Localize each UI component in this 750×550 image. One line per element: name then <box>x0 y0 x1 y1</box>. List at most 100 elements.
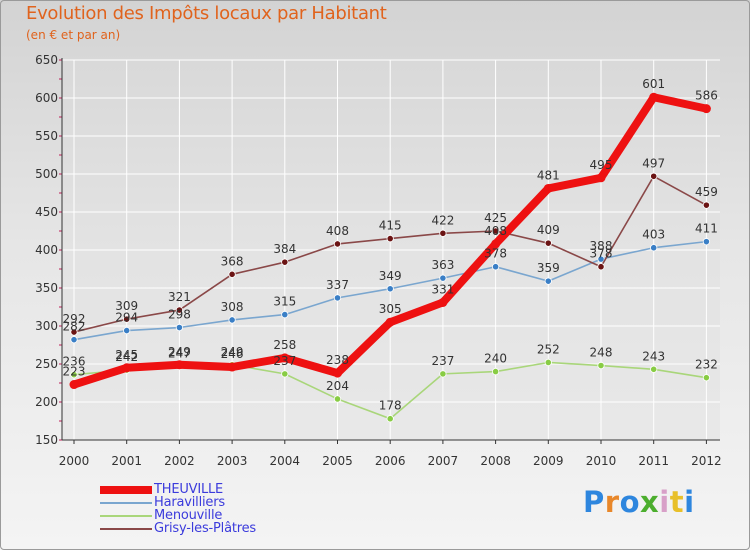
data-point-haravilliers <box>439 274 447 282</box>
data-point-theuville <box>280 353 290 363</box>
data-label-theuville: 258 <box>273 338 296 352</box>
logo-letter: o <box>619 485 641 519</box>
data-label-menouville: 204 <box>326 379 349 393</box>
data-point-menouville <box>650 365 658 373</box>
data-point-menouville <box>386 415 394 423</box>
data-label-grisy-les-pl-tres: 292 <box>63 312 86 326</box>
y-tick-label: 550 <box>35 129 58 143</box>
data-point-haravilliers <box>333 294 342 302</box>
data-label-menouville: 243 <box>642 349 665 363</box>
data-label-haravilliers: 294 <box>115 311 138 325</box>
y-tick-label: 450 <box>35 205 58 219</box>
data-label-theuville: 408 <box>484 224 507 238</box>
y-tick-label: 150 <box>35 433 58 447</box>
data-point-theuville <box>596 173 606 183</box>
x-tick-label: 2011 <box>638 454 669 468</box>
chart-title: Evolution des Impôts locaux par Habitant <box>26 3 387 24</box>
data-label-menouville: 237 <box>431 354 454 368</box>
data-label-haravilliers: 282 <box>63 320 86 334</box>
data-label-menouville: 249 <box>221 345 244 359</box>
data-point-haravilliers <box>386 285 394 293</box>
x-tick-label: 2007 <box>428 454 459 468</box>
legend-label: Grisy-les-Plâtres <box>154 521 256 536</box>
legend-label: THEUVILLE <box>154 482 224 497</box>
logo-letter: i <box>684 485 695 519</box>
logo-letter: r <box>604 485 620 519</box>
data-point-grisy-les-pl-tres <box>439 229 447 237</box>
data-label-grisy-les-pl-tres: 408 <box>326 224 349 238</box>
data-label-theuville: 246 <box>221 347 244 361</box>
data-label-grisy-les-pl-tres: 378 <box>590 247 613 261</box>
data-label-menouville: 247 <box>168 346 191 360</box>
data-label-menouville: 252 <box>537 342 560 356</box>
y-tick-label: 300 <box>35 319 58 333</box>
data-point-theuville <box>491 239 501 249</box>
data-label-menouville: 236 <box>63 355 86 369</box>
data-label-theuville: 331 <box>431 282 454 296</box>
chart-subtitle: (en € et par an) <box>26 28 121 42</box>
proxiti-logo: Proxiti <box>583 485 695 519</box>
data-label-haravilliers: 298 <box>168 308 191 322</box>
legend-label: Haravilliers <box>154 495 225 510</box>
data-point-grisy-les-pl-tres <box>281 258 289 266</box>
data-label-haravilliers: 363 <box>431 258 454 272</box>
data-label-haravilliers: 349 <box>379 269 402 283</box>
data-label-haravilliers: 308 <box>221 300 244 314</box>
x-tick-label: 2006 <box>375 454 406 468</box>
data-label-haravilliers: 388 <box>590 239 613 253</box>
data-label-theuville: 305 <box>379 302 402 316</box>
x-tick-label: 2008 <box>480 454 511 468</box>
data-point-grisy-les-pl-tres <box>228 270 236 278</box>
data-point-menouville <box>439 370 447 378</box>
data-point-menouville <box>597 361 605 370</box>
data-point-grisy-les-pl-tres <box>123 315 131 323</box>
data-label-menouville: 237 <box>273 354 296 368</box>
data-label-theuville: 495 <box>590 158 613 172</box>
data-label-theuville: 223 <box>63 365 86 379</box>
data-label-grisy-les-pl-tres: 368 <box>221 254 244 268</box>
data-label-theuville: 238 <box>326 353 349 367</box>
x-tick-label: 2012 <box>691 454 722 468</box>
data-label-theuville: 586 <box>695 89 718 103</box>
data-label-haravilliers: 403 <box>642 228 665 242</box>
data-label-menouville: 178 <box>379 399 402 413</box>
logo-letter: x <box>640 485 660 519</box>
data-label-haravilliers: 411 <box>695 222 718 236</box>
data-point-haravilliers <box>544 277 552 285</box>
x-tick-label: 2003 <box>217 454 248 468</box>
data-label-menouville: 242 <box>115 350 138 364</box>
x-tick-label: 2004 <box>270 454 301 468</box>
logo-letter: i <box>659 485 670 519</box>
y-tick-label: 350 <box>35 281 58 295</box>
y-tick-label: 650 <box>35 53 58 67</box>
data-point-haravilliers <box>281 310 289 319</box>
x-tick-label: 2002 <box>164 454 195 468</box>
data-label-theuville: 249 <box>168 345 191 359</box>
data-point-theuville <box>649 92 659 102</box>
data-label-grisy-les-pl-tres: 425 <box>484 211 507 225</box>
data-label-grisy-les-pl-tres: 459 <box>695 185 718 199</box>
data-label-theuville: 481 <box>537 168 560 182</box>
data-point-theuville <box>333 368 342 378</box>
data-label-menouville: 240 <box>484 352 507 366</box>
data-point-haravilliers <box>228 316 236 324</box>
data-point-theuville <box>122 363 132 373</box>
data-point-grisy-les-pl-tres <box>491 227 500 235</box>
data-point-haravilliers <box>702 238 711 246</box>
data-point-haravilliers <box>597 255 605 263</box>
y-tick-label: 400 <box>35 243 58 257</box>
y-tick-label: 600 <box>35 91 58 105</box>
x-tick-label: 2005 <box>322 454 353 468</box>
data-point-theuville <box>385 317 395 327</box>
data-point-menouville <box>491 367 500 376</box>
data-label-haravilliers: 315 <box>273 295 296 309</box>
legend-swatch <box>100 486 152 494</box>
data-label-haravilliers: 337 <box>326 278 349 292</box>
y-tick-label: 500 <box>35 167 58 181</box>
data-point-menouville <box>544 358 552 367</box>
data-label-haravilliers: 378 <box>484 247 507 261</box>
legend-swatch <box>100 528 152 530</box>
x-tick-label: 2001 <box>111 454 142 468</box>
legend-swatch <box>100 502 152 504</box>
